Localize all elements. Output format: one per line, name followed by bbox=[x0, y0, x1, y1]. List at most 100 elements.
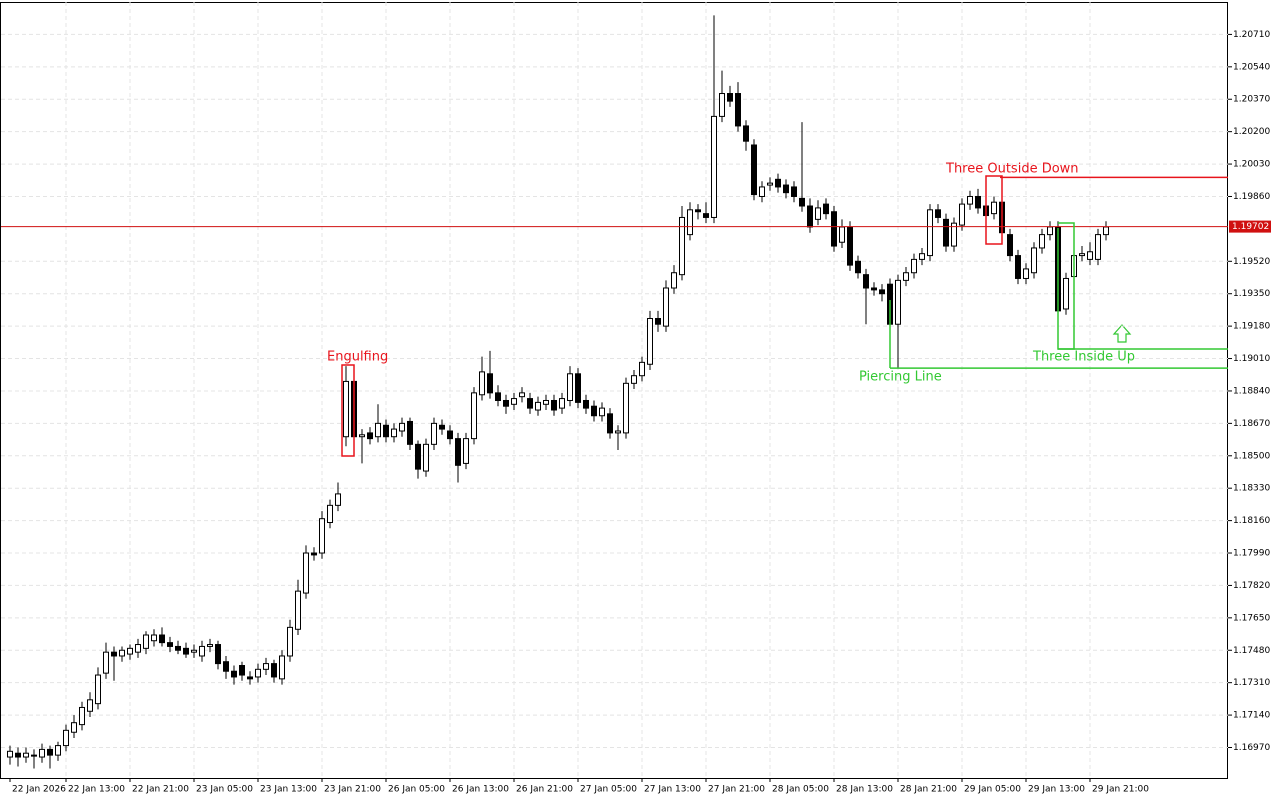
candle-body bbox=[823, 203, 829, 215]
candle-body bbox=[711, 115, 717, 218]
candle-body bbox=[623, 382, 629, 434]
candle-body bbox=[927, 209, 933, 257]
candle-body bbox=[303, 552, 309, 594]
candle-body bbox=[903, 272, 909, 281]
candle-body bbox=[55, 745, 61, 756]
candle-body bbox=[359, 434, 365, 438]
candle-body bbox=[647, 318, 653, 365]
candle-body bbox=[791, 186, 797, 197]
x-tick-label: 22 Jan 21:00 bbox=[132, 785, 189, 795]
candle-body bbox=[631, 375, 637, 384]
candle-body bbox=[271, 663, 277, 678]
candle-body bbox=[527, 398, 533, 409]
candle-body bbox=[199, 645, 205, 657]
candle-body bbox=[663, 287, 669, 327]
candle-body bbox=[831, 211, 837, 247]
x-tick-label: 26 Jan 21:00 bbox=[516, 785, 573, 795]
candle-body bbox=[783, 184, 789, 194]
candle-body bbox=[1039, 234, 1045, 249]
candle-body bbox=[207, 644, 213, 647]
y-tick-label: 1.17480 bbox=[1233, 646, 1270, 656]
pattern-label: Piercing Line bbox=[859, 370, 942, 385]
candle-body bbox=[559, 398, 565, 409]
candle-body bbox=[159, 634, 165, 644]
candle-body bbox=[471, 392, 477, 440]
candle-body bbox=[167, 642, 173, 647]
x-tick-label: 28 Jan 21:00 bbox=[900, 785, 957, 795]
y-tick-label: 1.18160 bbox=[1233, 516, 1270, 526]
candle-body bbox=[495, 392, 501, 401]
candle-body bbox=[1007, 234, 1013, 257]
candle-body bbox=[719, 93, 725, 117]
candle-body bbox=[215, 644, 221, 665]
candle-body bbox=[383, 424, 389, 438]
candle-body bbox=[175, 645, 181, 651]
candle-body bbox=[47, 748, 53, 756]
candle-body bbox=[191, 649, 197, 653]
x-tick-label: 23 Jan 21:00 bbox=[324, 785, 381, 795]
y-tick-label: 1.17820 bbox=[1233, 581, 1270, 591]
last-price-label: 1.19702 bbox=[1232, 222, 1269, 232]
candle-body bbox=[679, 216, 685, 276]
candle-body bbox=[503, 399, 509, 407]
candle-body bbox=[847, 226, 853, 266]
candle-body bbox=[183, 647, 189, 655]
y-tick-label: 1.18330 bbox=[1233, 484, 1270, 494]
candle-body bbox=[607, 413, 613, 434]
candle-body bbox=[759, 186, 765, 197]
y-tick-label: 1.18670 bbox=[1233, 419, 1270, 429]
candle-body bbox=[1015, 255, 1021, 279]
x-tick-label: 23 Jan 13:00 bbox=[260, 785, 317, 795]
pattern-box bbox=[341, 364, 355, 457]
candle-body bbox=[575, 373, 581, 403]
candle-body bbox=[967, 195, 973, 205]
pattern-label: Engulfing bbox=[327, 350, 388, 365]
y-tick-label: 1.19520 bbox=[1233, 257, 1270, 267]
candle-body bbox=[695, 209, 701, 213]
candle-body bbox=[519, 392, 525, 398]
candle-body bbox=[807, 205, 813, 228]
pattern-label: Three Outside Down bbox=[945, 162, 1079, 177]
y-tick-label: 1.20540 bbox=[1233, 62, 1270, 72]
candle-body bbox=[15, 752, 21, 758]
candle-body bbox=[319, 518, 325, 554]
pattern-label: Three Inside Up bbox=[1032, 350, 1135, 365]
candle-body bbox=[111, 651, 117, 657]
candle-body bbox=[407, 420, 413, 445]
y-tick-label: 1.19180 bbox=[1233, 322, 1270, 332]
candle-body bbox=[7, 750, 13, 758]
candle-body bbox=[79, 706, 85, 726]
candle-body bbox=[911, 258, 917, 274]
candle-body bbox=[447, 430, 453, 440]
x-tick-label: 29 Jan 21:00 bbox=[1092, 785, 1149, 795]
candle-body bbox=[103, 651, 109, 674]
candle-body bbox=[943, 218, 949, 247]
candle-body bbox=[479, 371, 485, 396]
y-tick-label: 1.18840 bbox=[1233, 386, 1270, 396]
candle-body bbox=[583, 399, 589, 409]
candle-body bbox=[327, 504, 333, 524]
x-tick-label: 29 Jan 05:00 bbox=[964, 785, 1021, 795]
candle-body bbox=[959, 203, 965, 226]
candle-body bbox=[415, 443, 421, 470]
candle-body bbox=[935, 209, 941, 218]
candle-body bbox=[71, 722, 77, 733]
candle-body bbox=[879, 289, 885, 295]
x-tick-label: 28 Jan 05:00 bbox=[772, 785, 829, 795]
candle-body bbox=[279, 655, 285, 680]
x-tick-label: 29 Jan 13:00 bbox=[1028, 785, 1085, 795]
x-tick-label: 28 Jan 13:00 bbox=[836, 785, 893, 795]
x-tick-label: 22 Jan 13:00 bbox=[68, 785, 125, 795]
candle-body bbox=[95, 674, 101, 705]
candle-body bbox=[247, 676, 253, 680]
candle-body bbox=[1023, 268, 1029, 279]
candle-body bbox=[591, 405, 597, 417]
x-tick-label: 27 Jan 05:00 bbox=[580, 785, 637, 795]
candle-body bbox=[367, 432, 373, 440]
y-tick-label: 1.19860 bbox=[1233, 192, 1270, 202]
candle-body bbox=[143, 634, 149, 649]
candle-body bbox=[727, 93, 733, 102]
candle-body bbox=[399, 422, 405, 432]
